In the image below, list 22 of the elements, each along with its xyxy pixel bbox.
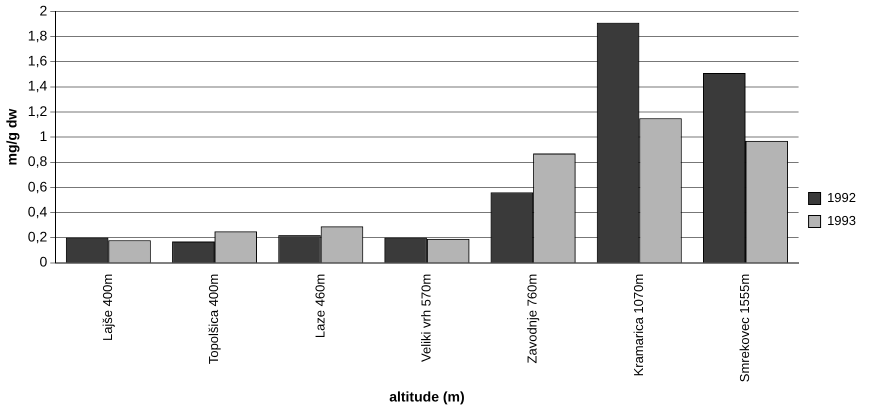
x-tick-label: Smrekovec 1555m	[737, 274, 752, 382]
x-axis-title: altitude (m)	[389, 388, 465, 404]
x-tick-label: Kramarica 1070m	[630, 274, 646, 376]
x-tick-label: Laze 460m	[312, 274, 328, 338]
y-tick-label: 0,2	[28, 228, 48, 245]
y-axis-title: mg/g dw	[3, 108, 20, 166]
legend-label: 1993	[827, 213, 856, 228]
y-tick-label: 1,2	[28, 102, 48, 119]
y-tick-label: 0	[39, 254, 48, 270]
y-tick-label: 1,6	[28, 52, 48, 69]
y-tick-label: 0,8	[28, 153, 48, 170]
y-tick-label: 0,4	[28, 203, 48, 220]
y-tick-label: 1	[39, 128, 48, 144]
y-tick-label: 2	[39, 2, 48, 18]
x-tick-label: Veliki vrh 570m	[418, 274, 434, 362]
y-tick-label: 1,8	[28, 27, 48, 44]
legend-label: 1992	[827, 190, 856, 206]
x-tick-label: Zavodnje 760m	[524, 274, 540, 364]
x-tick-label: Topolšica 400m	[206, 274, 222, 364]
y-tick-label: 0,6	[28, 178, 48, 194]
x-tick-label: Lajše 400m	[100, 274, 115, 342]
y-tick-label: 1,4	[28, 78, 48, 94]
